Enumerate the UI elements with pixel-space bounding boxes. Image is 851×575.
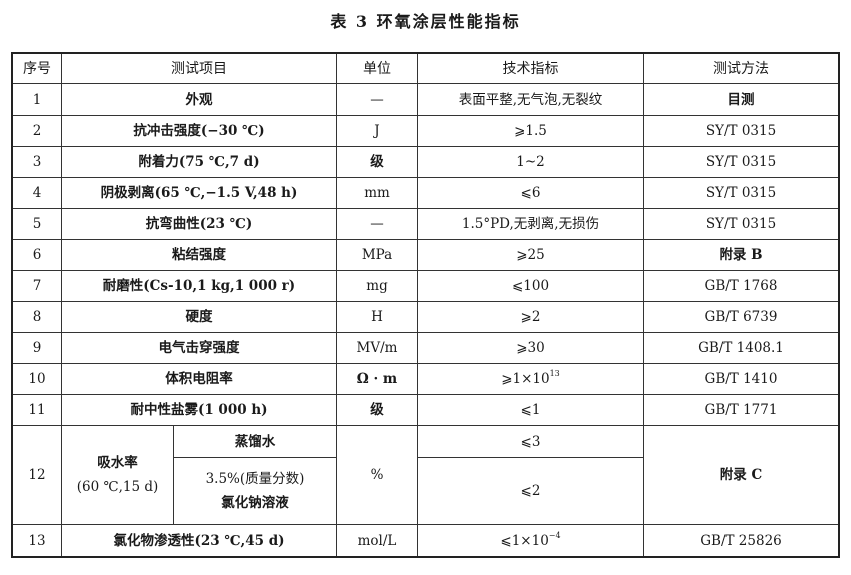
row-spec: 表面平整,无气泡,无裂纹	[417, 83, 644, 116]
table-row-5: 5 抗弯曲性(23 ℃) —1.5°PD,无剥离,无损伤 SY/T 0315	[11, 208, 840, 240]
row-method: GB/T 6739	[643, 301, 840, 333]
row-item: 阴极剥离(65 ℃,−1.5 V,48 h)	[61, 177, 337, 209]
row-method: SY/T 0315	[643, 177, 840, 209]
header-row: 序号 测试项目 单位 技术指标 测试方法	[11, 52, 840, 84]
table-row-7: 7 耐磨性(Cs-10,1 kg,1 000 r) mg ⩽100 GB/T 1768	[11, 270, 840, 302]
row-no: 12	[11, 425, 62, 525]
row-no: 10	[11, 363, 62, 395]
row-spec: ⩾1×1013	[417, 363, 644, 395]
row-unit: J	[336, 115, 418, 147]
row-method: 目测	[643, 83, 840, 116]
row-item-condition: (60 ℃,15 d)	[76, 479, 159, 495]
coating-performance-table: 序号 测试项目 单位 技术指标 测试方法 1 外观 — 表面平整,无气泡,无裂纹 目测 2…	[11, 52, 840, 558]
row-spec: ⩽1	[417, 394, 644, 426]
row-item: 附着力(75 ℃,7 d)	[61, 146, 337, 178]
row-no: 1	[11, 83, 62, 116]
row-spec: ⩾2	[417, 301, 644, 333]
row-unit: —	[336, 208, 418, 240]
row-spec: ⩾25	[417, 239, 644, 271]
row-subitem-nacl: 3.5%(质量分数) 氯化钠溶液	[173, 457, 337, 525]
row-item-name: 吸水率	[97, 455, 138, 471]
row-item: 氯化物渗透性(23 ℃,45 d)	[61, 524, 337, 558]
row-unit: 级	[336, 394, 418, 426]
row-method: GB/T 1408.1	[643, 332, 840, 364]
row-item: 抗弯曲性(23 ℃)	[61, 208, 337, 240]
spec-base: ⩽1×10	[500, 532, 549, 549]
row-unit: 级	[336, 146, 418, 178]
spec-base: ⩾1×10	[501, 371, 550, 387]
row-subitem-distilled-water: 蒸馏水	[173, 425, 337, 458]
row-spec: 1.5°PD,无剥离,无损伤	[417, 208, 644, 240]
row-method: 附录 C	[643, 425, 840, 525]
row-unit: mol/L	[336, 524, 418, 558]
header-no: 序号	[11, 52, 62, 84]
table-row-4: 4 阴极剥离(65 ℃,−1.5 V,48 h) mm ⩽6 SY/T 0315	[11, 177, 840, 209]
row-no: 7	[11, 270, 62, 302]
row-item: 体积电阻率	[61, 363, 337, 395]
row-spec: 1~2	[417, 146, 644, 178]
row-spec-1: ⩽3	[417, 425, 644, 458]
row-no: 4	[11, 177, 62, 209]
row-unit: Ω · m	[336, 363, 418, 395]
row-no: 11	[11, 394, 62, 426]
row-method: GB/T 1768	[643, 270, 840, 302]
row-method: SY/T 0315	[643, 146, 840, 178]
header-item: 测试项目	[61, 52, 337, 84]
row-unit: mg	[336, 270, 418, 302]
row-method: GB/T 1410	[643, 363, 840, 395]
row-no: 13	[11, 524, 62, 558]
row-method: SY/T 0315	[643, 208, 840, 240]
subitem-concentration: 3.5%(质量分数)	[205, 471, 305, 487]
row-spec: ⩽1×10−4	[417, 524, 644, 558]
row-method: SY/T 0315	[643, 115, 840, 147]
row-unit: H	[336, 301, 418, 333]
row-item: 电气击穿强度	[61, 332, 337, 364]
row-item: 粘结强度	[61, 239, 337, 271]
table-row-6: 6 粘结强度 MPa ⩾25 附录 B	[11, 239, 840, 271]
row-no: 8	[11, 301, 62, 333]
subitem-solution: 氯化钠溶液	[221, 495, 289, 511]
row-item: 硬度	[61, 301, 337, 333]
header-spec: 技术指标	[417, 52, 644, 84]
row-no: 3	[11, 146, 62, 178]
table-title: 表 3 环氧涂层性能指标	[330, 12, 521, 31]
table-row-12b: 3.5%(质量分数) 氯化钠溶液 ⩽2	[12, 457, 839, 525]
row-item: 抗冲击强度(−30 ℃)	[61, 115, 337, 147]
spec-exponent: −4	[548, 530, 561, 540]
row-method: GB/T 25826	[643, 524, 840, 558]
row-no: 5	[11, 208, 62, 240]
row-unit: MV/m	[336, 332, 418, 364]
table-row-13: 13 氯化物渗透性(23 ℃,45 d) mol/L ⩽1×10−4 GB/T …	[11, 524, 840, 558]
row-method: 附录 B	[643, 239, 840, 271]
row-item: 耐中性盐雾(1 000 h)	[61, 394, 337, 426]
row-unit: —	[336, 83, 418, 116]
row-spec: ⩽6	[417, 177, 644, 209]
header-method: 测试方法	[643, 52, 840, 84]
table-row-9: 9 电气击穿强度 MV/m ⩾30 GB/T 1408.1	[11, 332, 840, 364]
header-unit: 单位	[336, 52, 418, 84]
table-row-2: 2 抗冲击强度(−30 ℃) J ⩾1.5 SY/T 0315	[11, 115, 840, 147]
row-method: GB/T 1771	[643, 394, 840, 426]
row-no: 2	[11, 115, 62, 147]
row-spec: ⩾30	[417, 332, 644, 364]
row-unit: mm	[336, 177, 418, 209]
row-spec: ⩾1.5	[417, 115, 644, 147]
row-unit: %	[336, 425, 418, 525]
table-row-8: 8 硬度 H ⩾2 GB/T 6739	[11, 301, 840, 333]
table-row-3: 3 附着力(75 ℃,7 d) 级 1~2 SY/T 0315	[11, 146, 840, 178]
row-item: 耐磨性(Cs-10,1 kg,1 000 r)	[61, 270, 337, 302]
row-item: 外观	[61, 83, 337, 116]
spec-exponent: 13	[549, 369, 560, 378]
table-row-10: 10 体积电阻率 Ω · m ⩾1×1013 GB/T 1410	[11, 363, 840, 395]
table-row-11: 11 耐中性盐雾(1 000 h) 级 ⩽1 GB/T 1771	[11, 394, 840, 426]
row-spec: ⩽100	[417, 270, 644, 302]
row-no: 6	[11, 239, 62, 271]
table-row-1: 1 外观 — 表面平整,无气泡,无裂纹 目测	[11, 83, 840, 116]
row-no: 9	[11, 332, 62, 364]
table-row-12: 12 吸水率 (60 ℃,15 d) 蒸馏水 % ⩽3 附录 C	[11, 425, 840, 525]
row-item: 吸水率 (60 ℃,15 d)	[61, 425, 174, 525]
row-unit: MPa	[336, 239, 418, 271]
row-spec-2: ⩽2	[417, 457, 644, 525]
